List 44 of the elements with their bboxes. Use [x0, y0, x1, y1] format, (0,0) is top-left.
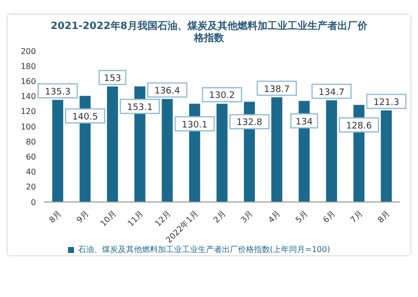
data-label: 132.8 [236, 118, 263, 128]
x-tick-label: 11月 [126, 209, 146, 228]
data-label: 130.1 [182, 120, 208, 130]
bar [326, 100, 338, 202]
y-tick-label: 40 [26, 168, 36, 177]
chart-title: 2021-2022年8月我国石油、煤炭及其他燃料加工业工业生产者出厂价格指数 [50, 20, 368, 45]
bar [271, 97, 282, 202]
x-tick-label: 8月 [376, 209, 392, 225]
data-label: 134 [296, 117, 314, 128]
data-label: 153.1 [126, 102, 153, 113]
x-tick-label: 2月 [212, 209, 228, 225]
y-tick-label: 0 [30, 198, 36, 207]
x-tick-label: 8月 [48, 209, 64, 225]
x-tick-label: 5月 [294, 209, 310, 225]
bar [52, 100, 64, 202]
bar [162, 99, 173, 202]
x-tick-label: 3月 [239, 209, 255, 225]
y-tick-label: 80 [26, 137, 36, 146]
x-tick-label: 4月 [266, 209, 282, 225]
data-label: 121.3 [373, 98, 400, 108]
x-tick-label: 7月 [348, 209, 364, 225]
y-tick-label: 160 [20, 77, 36, 86]
data-label: 153 [104, 74, 122, 84]
y-tick-label: 140 [20, 92, 36, 102]
y-tick-label: 60 [26, 152, 36, 162]
data-label: 134.7 [318, 88, 344, 98]
data-label: 130.2 [209, 91, 235, 102]
data-label: 138.7 [264, 84, 290, 95]
data-label: 136.4 [154, 86, 180, 97]
x-tick-label: 9月 [74, 209, 91, 225]
data-label: 135.3 [44, 87, 71, 98]
legend-label: 石油、煤炭及其他燃料加工业工业生产者出厂价格指数(上年同月=100) [78, 245, 330, 254]
y-tick-label: 200 [20, 46, 36, 56]
y-tick-label: 180 [20, 62, 36, 71]
bar [216, 104, 228, 202]
bar [380, 110, 392, 202]
y-tick-label: 100 [20, 122, 36, 132]
data-label: 128.6 [346, 121, 372, 132]
data-label: 140.5 [72, 112, 98, 122]
y-tick-label: 120 [20, 107, 36, 116]
y-tick-label: 20 [26, 182, 36, 192]
x-tick-label: 10月 [98, 209, 118, 228]
x-tick-label: 6月 [321, 209, 337, 225]
x-tick-label: 12月 [153, 209, 173, 228]
